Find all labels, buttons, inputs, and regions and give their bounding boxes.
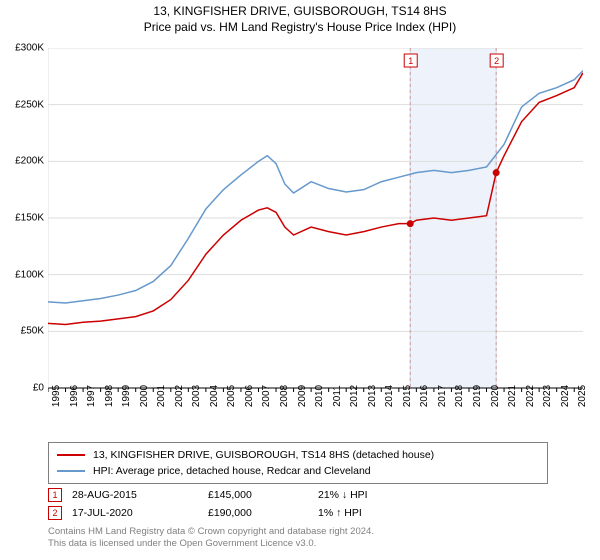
x-axis-label: 2025 bbox=[577, 385, 588, 407]
svg-text:2: 2 bbox=[494, 56, 499, 66]
x-axis-label: 2001 bbox=[156, 385, 167, 407]
sale-delta: 21% ↓ HPI bbox=[318, 489, 368, 501]
y-axis-label: £150K bbox=[0, 213, 44, 224]
x-axis-label: 2013 bbox=[367, 385, 378, 407]
x-axis-label: 2010 bbox=[314, 385, 325, 407]
sale-row: 1 28-AUG-2015 £145,000 21% ↓ HPI bbox=[48, 486, 368, 504]
x-axis-label: 2008 bbox=[279, 385, 290, 407]
x-axis-label: 2003 bbox=[191, 385, 202, 407]
x-axis-label: 2015 bbox=[402, 385, 413, 407]
legend-label: HPI: Average price, detached house, Redc… bbox=[93, 465, 371, 477]
title-line2: Price paid vs. HM Land Registry's House … bbox=[0, 20, 600, 34]
x-axis-label: 1999 bbox=[121, 385, 132, 407]
y-axis-label: £0 bbox=[0, 383, 44, 394]
title-line1: 13, KINGFISHER DRIVE, GUISBOROUGH, TS14 … bbox=[0, 4, 600, 18]
x-axis-label: 2006 bbox=[244, 385, 255, 407]
sale-row: 2 17-JUL-2020 £190,000 1% ↑ HPI bbox=[48, 504, 368, 522]
sales-table: 1 28-AUG-2015 £145,000 21% ↓ HPI 2 17-JU… bbox=[48, 486, 368, 522]
x-axis-label: 2000 bbox=[139, 385, 150, 407]
x-axis-label: 2019 bbox=[472, 385, 483, 407]
x-axis-label: 2022 bbox=[525, 385, 536, 407]
y-axis-label: £250K bbox=[0, 99, 44, 110]
chart-plot: 12 bbox=[48, 48, 583, 410]
x-axis-label: 2024 bbox=[560, 385, 571, 407]
legend-swatch bbox=[57, 454, 85, 456]
chart-title: 13, KINGFISHER DRIVE, GUISBOROUGH, TS14 … bbox=[0, 0, 600, 34]
svg-text:1: 1 bbox=[408, 56, 413, 66]
y-axis-label: £50K bbox=[0, 326, 44, 337]
footer-line1: Contains HM Land Registry data © Crown c… bbox=[48, 526, 374, 538]
footer-line2: This data is licensed under the Open Gov… bbox=[48, 538, 374, 550]
sale-price: £190,000 bbox=[208, 507, 278, 519]
y-axis-label: £100K bbox=[0, 269, 44, 280]
x-axis-label: 2007 bbox=[261, 385, 272, 407]
sale-marker-icon: 1 bbox=[48, 488, 62, 502]
x-axis-label: 2021 bbox=[507, 385, 518, 407]
sale-delta: 1% ↑ HPI bbox=[318, 507, 362, 519]
x-axis-label: 1995 bbox=[51, 385, 62, 407]
sale-price: £145,000 bbox=[208, 489, 278, 501]
sale-marker-icon: 2 bbox=[48, 506, 62, 520]
legend-item: 13, KINGFISHER DRIVE, GUISBOROUGH, TS14 … bbox=[57, 447, 539, 463]
legend: 13, KINGFISHER DRIVE, GUISBOROUGH, TS14 … bbox=[48, 442, 548, 484]
x-axis-label: 1997 bbox=[86, 385, 97, 407]
legend-label: 13, KINGFISHER DRIVE, GUISBOROUGH, TS14 … bbox=[93, 449, 434, 461]
x-axis-label: 2018 bbox=[454, 385, 465, 407]
x-axis-label: 2016 bbox=[419, 385, 430, 407]
x-axis-label: 2011 bbox=[332, 385, 343, 407]
x-axis-label: 2005 bbox=[226, 385, 237, 407]
x-axis-label: 2012 bbox=[349, 385, 360, 407]
x-axis-label: 2002 bbox=[174, 385, 185, 407]
x-axis-label: 2009 bbox=[297, 385, 308, 407]
sale-date: 17-JUL-2020 bbox=[72, 507, 133, 519]
x-axis-label: 2014 bbox=[384, 385, 395, 407]
sale-date: 28-AUG-2015 bbox=[72, 489, 137, 501]
y-axis-label: £200K bbox=[0, 156, 44, 167]
legend-swatch bbox=[57, 470, 85, 472]
footer-attribution: Contains HM Land Registry data © Crown c… bbox=[48, 526, 374, 551]
x-axis-label: 2023 bbox=[542, 385, 553, 407]
legend-item: HPI: Average price, detached house, Redc… bbox=[57, 463, 539, 479]
y-axis-label: £300K bbox=[0, 43, 44, 54]
x-axis-label: 1996 bbox=[69, 385, 80, 407]
x-axis-label: 1998 bbox=[104, 385, 115, 407]
x-axis-label: 2017 bbox=[437, 385, 448, 407]
x-axis-label: 2020 bbox=[490, 385, 501, 407]
x-axis-label: 2004 bbox=[209, 385, 220, 407]
